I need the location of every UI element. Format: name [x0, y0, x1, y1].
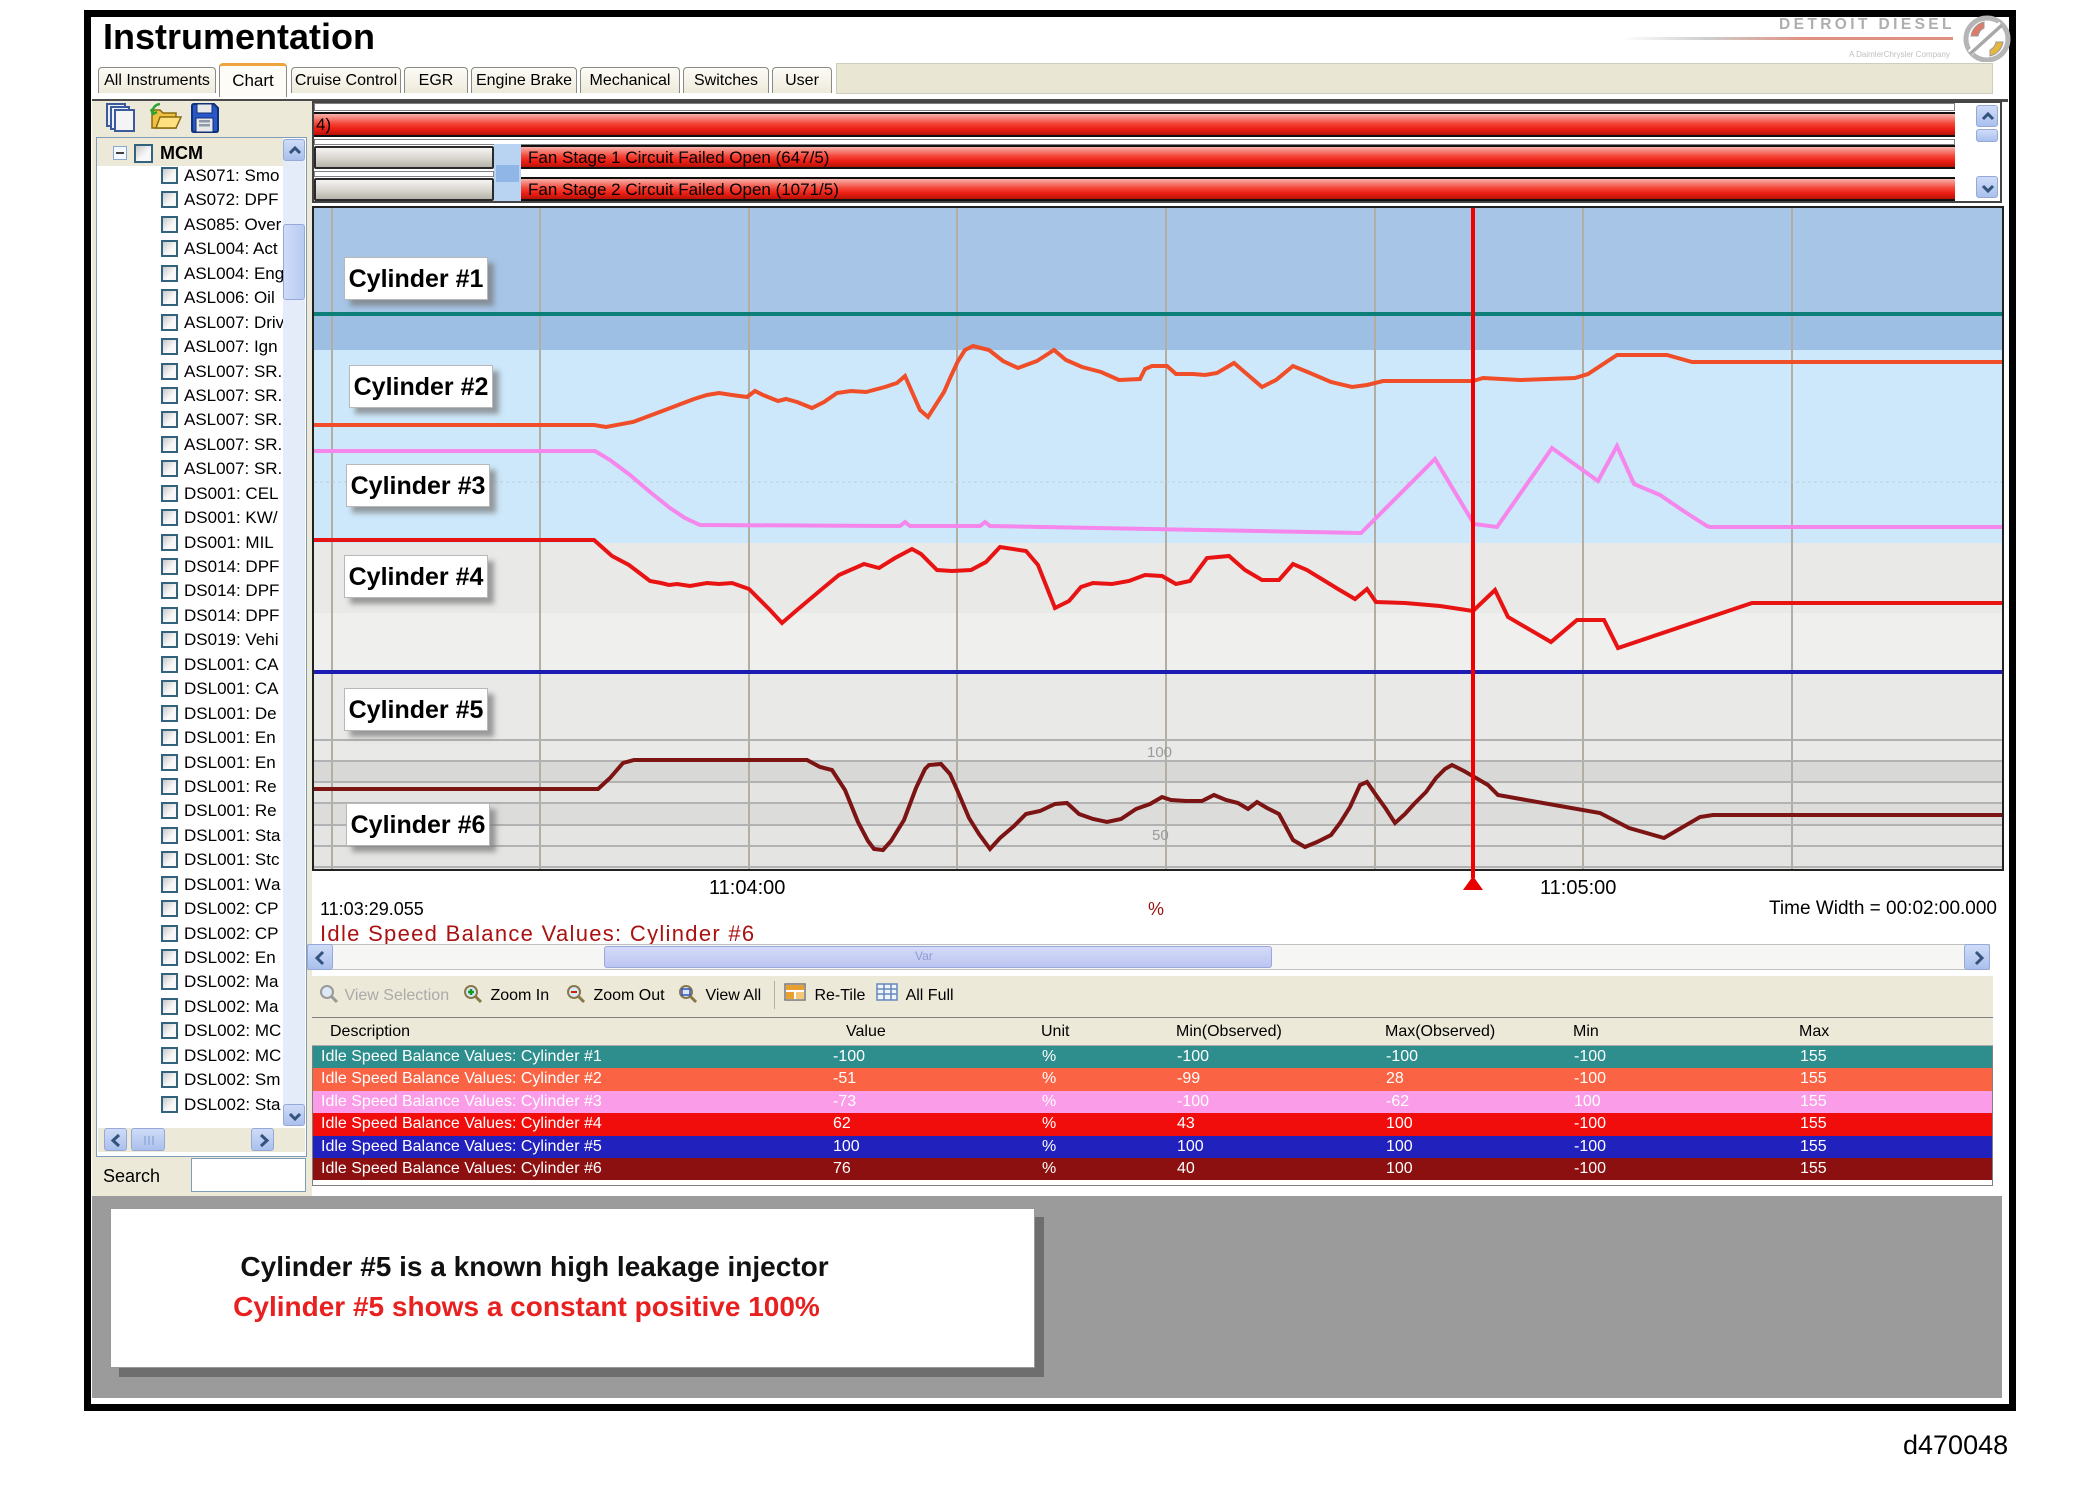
svg-text:100: 100 [1147, 744, 1172, 761]
svg-text:50: 50 [1152, 827, 1169, 844]
